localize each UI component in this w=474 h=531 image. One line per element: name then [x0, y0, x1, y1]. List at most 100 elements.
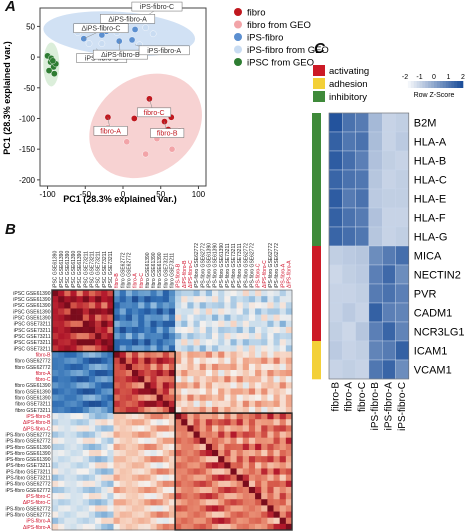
zscore-cell [328, 359, 343, 380]
pca-x-tick-label: 100 [192, 190, 206, 199]
heatmap-cell [205, 296, 213, 303]
heatmap-cell [261, 357, 268, 365]
heatmap-cell [236, 314, 244, 322]
zscore-cell [355, 226, 370, 247]
heatmap-cell [138, 400, 145, 408]
row-category-strip [312, 208, 321, 228]
heatmap-cell [168, 339, 176, 346]
heatmap-cell [125, 511, 133, 518]
heatmap-cell [113, 388, 120, 395]
heatmap-cell [205, 511, 213, 518]
heatmap-cell [107, 474, 114, 482]
heatmap-cell [76, 443, 84, 451]
heatmap-cell [132, 326, 139, 334]
zscore-cell [368, 340, 383, 361]
heatmap-cell [107, 437, 114, 445]
heatmap-cell [138, 505, 145, 512]
heatmap-cell [205, 468, 213, 475]
heatmap-cell [193, 314, 200, 322]
heatmap-cell [162, 406, 170, 414]
heatmap-cell [224, 480, 231, 488]
heatmap-cell [212, 450, 219, 457]
heatmap-cell [95, 480, 102, 488]
heatmap-cell [58, 462, 65, 469]
heatmap-cell [82, 523, 90, 531]
heatmap-cell [52, 314, 59, 322]
heatmap-cell [138, 326, 145, 334]
heatmap-cell [181, 290, 188, 297]
heatmap-cell [58, 413, 65, 420]
heatmap-cell [168, 326, 176, 334]
heatmap-cell [58, 517, 65, 525]
heatmap-cell [107, 511, 114, 518]
heatmap-cell [261, 462, 268, 469]
heatmap-cell [82, 480, 90, 488]
heatmap-row-label: iPS-fibro GSE61390 [5, 445, 50, 451]
heatmap-cell [242, 351, 250, 358]
heatmap-col-label: iPS-fibro-A [280, 263, 286, 288]
heatmap-cell [236, 431, 244, 438]
pca-point-ipsc-from-geo [49, 57, 57, 65]
heatmap-cell [273, 370, 280, 377]
heatmap-row-label: iPS-fibro GSE61390 [5, 457, 50, 463]
pca-annotation-box [137, 107, 172, 118]
heatmap-cell [224, 425, 231, 432]
heatmap-cell [279, 376, 287, 383]
fibro-cluster-ellipse [89, 73, 202, 179]
heatmap-cell [242, 493, 250, 500]
heatmap-cell [138, 345, 145, 352]
heatmap-cell [273, 425, 280, 432]
heatmap-cell [168, 456, 176, 463]
heatmap-cell [279, 388, 287, 395]
zscore-cell [328, 131, 343, 152]
heatmap-cell [267, 351, 274, 358]
heatmap-cell [224, 468, 231, 475]
heatmap-cell [76, 376, 84, 383]
heatmap-cell [230, 351, 237, 358]
heatmap-cell [82, 486, 90, 494]
pca-point-ips-fibro-from-geo [142, 24, 149, 31]
heatmap-col-label: fibro GSE61390 [151, 252, 157, 288]
heatmap-cell [64, 339, 71, 346]
heatmap-cell [199, 419, 207, 426]
heatmap-cell [150, 314, 157, 322]
heatmap-cell [218, 339, 225, 346]
heatmap-cell [218, 333, 225, 340]
heatmap-cell [273, 326, 280, 334]
heatmap-cell [162, 511, 170, 518]
heatmap-cell [218, 302, 225, 309]
heatmap-cell [113, 505, 120, 512]
heatmap-col-label: iPSC GSE73211 [102, 251, 108, 288]
heatmap-cell [224, 406, 231, 414]
heatmap-cell [58, 326, 65, 334]
heatmap-cell [187, 523, 194, 531]
heatmap-cell [144, 388, 151, 395]
heatmap-cell [193, 326, 200, 334]
heatmap-cell [242, 296, 250, 303]
heatmap-cell [150, 406, 157, 414]
pca-legend-label: iPSC from GEO [247, 58, 314, 69]
heatmap-cell [212, 345, 219, 352]
heatmap-cell [132, 296, 139, 303]
heatmap-cell [52, 345, 59, 352]
heatmap-cell [113, 351, 120, 358]
heatmap-cell [132, 486, 139, 494]
heatmap-cell [199, 382, 207, 389]
heatmap-cell [168, 370, 176, 377]
heatmap-cell [224, 388, 231, 395]
heatmap-cell [101, 456, 108, 463]
heatmap-cell [156, 302, 164, 309]
heatmap-cell [261, 320, 268, 328]
heatmap-row-label: iPSC GSE73211 [14, 334, 51, 340]
heatmap-cell [273, 499, 280, 506]
heatmap-cell [285, 363, 293, 371]
heatmap-cell [125, 400, 133, 408]
heatmap-cell [125, 437, 133, 445]
pca-y-tick-label: -50 [23, 84, 35, 93]
zscore-cell [355, 245, 370, 266]
heatmap-cell [58, 382, 65, 389]
heatmap-cell [261, 302, 268, 309]
heatmap-cell [58, 302, 65, 309]
heatmap-cell [58, 443, 65, 451]
